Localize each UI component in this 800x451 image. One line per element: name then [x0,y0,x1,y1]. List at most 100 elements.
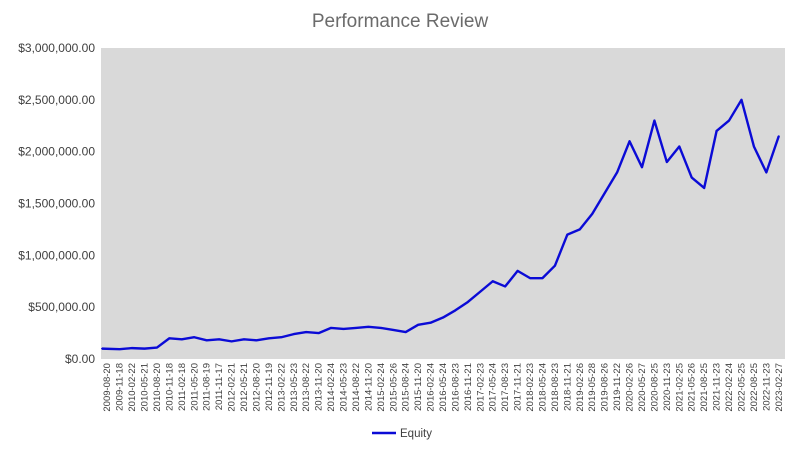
x-tick-label: 2013-08-22 [301,363,312,412]
data-point [417,323,420,326]
data-point [653,119,656,122]
data-point [342,328,345,330]
data-point [616,171,619,174]
data-point [740,98,743,101]
x-tick-label: 2009-08-20 [102,363,113,412]
data-point [330,327,332,329]
x-tick-label: 2018-08-23 [550,363,561,412]
x-tick-label: 2011-05-20 [189,363,200,411]
data-point [267,337,270,340]
data-point [529,277,531,280]
x-tick-label: 2021-05-26 [687,363,698,412]
series-layer [101,98,780,351]
x-tick-label: 2020-08-25 [649,363,660,412]
x-tick-label: 2010-11-18 [164,363,175,411]
x-tick-label: 2017-08-23 [500,363,511,412]
x-tick-label: 2010-02-22 [127,363,138,412]
x-tick-label: 2012-05-21 [239,363,250,412]
y-tick-label: $2,500,000.00 [18,93,95,107]
data-point [205,339,208,342]
x-tick-label: 2012-08-20 [251,363,262,412]
data-point [777,135,780,138]
data-point [429,321,432,324]
x-tick-label: 2016-08-23 [450,363,461,412]
data-point [442,316,444,319]
data-point [317,332,320,334]
data-point [379,327,382,329]
y-tick-label: $2,000,000.00 [18,145,95,159]
data-point [665,161,668,163]
data-point [255,339,258,342]
x-axis: 2009-08-20 2009-11-18 2010-02-22 2010-05-21… [102,363,785,412]
x-tick-label: 2022-02-24 [724,363,735,412]
x-tick-label: 2015-02-24 [376,363,387,412]
data-point [243,338,245,341]
x-tick-label: 2019-02-26 [575,363,586,412]
data-point [728,119,730,122]
data-point [454,309,457,312]
x-tick-label: 2012-02-21 [227,363,238,412]
y-tick-label: $1,000,000.00 [18,248,95,262]
data-point [516,269,519,272]
x-tick-label: 2021-08-25 [699,363,710,412]
data-point [101,347,103,350]
data-point [168,337,171,340]
data-point [628,140,631,143]
legend: Equity [372,428,432,440]
x-tick-label: 2014-11-20 [363,363,374,411]
data-point [131,347,133,350]
data-point [466,301,469,303]
x-tick-label: 2022-08-25 [749,363,760,412]
x-tick-label: 2015-05-26 [388,363,399,412]
x-tick-label: 2020-02-26 [625,363,636,412]
x-tick-label: 2011-11-17 [214,363,225,410]
x-tick-label: 2010-08-20 [152,363,163,412]
data-point [193,336,196,339]
data-point [367,325,370,328]
data-point [292,333,295,336]
chart-title: Performance Review [312,11,489,32]
data-point [504,285,507,288]
data-point [690,176,693,179]
data-point [230,340,233,343]
x-tick-label: 2011-08-19 [202,363,213,411]
x-tick-label: 2013-11-20 [314,363,325,411]
data-point [156,346,158,349]
x-tick-label: 2015-08-24 [401,363,412,412]
data-point [753,145,755,148]
x-tick-label: 2009-11-18 [115,363,126,411]
plot-area [101,48,785,359]
y-tick-label: $1,500,000.00 [18,197,95,211]
data-point [180,338,183,341]
x-tick-label: 2016-02-24 [426,363,437,412]
data-point [678,145,681,148]
legend-label: Equity [400,428,432,440]
data-point [491,280,494,283]
x-tick-label: 2022-05-25 [736,363,747,412]
x-tick-label: 2020-05-27 [637,363,648,412]
data-point [392,329,395,331]
data-point [566,233,569,236]
x-tick-label: 2014-02-24 [326,363,337,412]
data-point [641,166,643,169]
data-point [355,327,357,329]
x-tick-label: 2018-02-23 [525,363,536,412]
x-tick-label: 2018-11-21 [562,363,573,411]
x-tick-label: 2023-02-27 [774,363,785,412]
x-tick-label: 2019-05-28 [587,363,598,412]
data-point [143,347,146,350]
data-point [703,187,706,189]
x-tick-label: 2022-11-23 [761,363,772,411]
data-point [305,331,308,333]
data-point [603,192,606,195]
x-tick-label: 2014-05-23 [339,363,350,412]
data-point [541,277,544,280]
x-tick-label: 2018-05-24 [537,363,548,412]
x-tick-label: 2014-08-22 [351,363,362,412]
y-tick-label: $0.00 [65,352,95,366]
x-tick-label: 2021-02-25 [674,363,685,412]
x-tick-label: 2017-05-24 [488,363,499,412]
x-tick-label: 2019-11-22 [612,363,623,411]
